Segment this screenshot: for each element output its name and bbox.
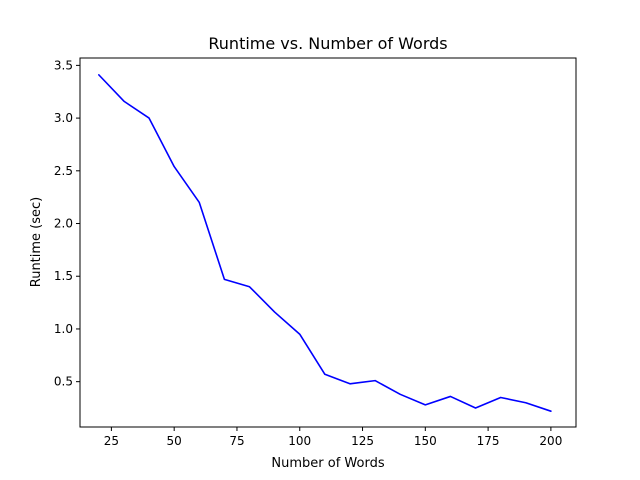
y-tick-label: 1.0 [54,322,73,336]
x-tick-label: 50 [167,434,182,448]
x-tick-label: 75 [229,434,244,448]
y-tick-label: 1.5 [54,269,73,283]
chart-title: Runtime vs. Number of Words [208,34,447,53]
x-axis-label: Number of Words [271,456,384,471]
x-tick-label: 175 [477,434,500,448]
x-tick-label: 150 [414,434,437,448]
plot-frame [79,57,577,428]
x-tick-label: 200 [539,434,562,448]
x-tick-label: 100 [288,434,311,448]
y-tick-label: 0.5 [54,375,73,389]
x-tick-label: 25 [104,434,119,448]
y-tick-label: 2.0 [54,217,73,231]
x-tick-label: 125 [351,434,374,448]
y-tick-label: 3.0 [54,111,73,125]
x-axis-ticks: 25 50 75 100 125 150 175 200 [104,427,562,448]
series-line [98,74,552,412]
y-axis-ticks: 0.5 1.0 1.5 2.0 2.5 3.0 3.5 [54,58,80,389]
y-tick-label: 2.5 [54,164,73,178]
plot-area: 25 50 75 100 125 150 175 200 0.5 1.0 1.5 2.0 2.5 3.0… [54,57,577,448]
y-axis-label: Runtime (sec) [29,197,44,288]
y-tick-label: 3.5 [54,58,73,72]
